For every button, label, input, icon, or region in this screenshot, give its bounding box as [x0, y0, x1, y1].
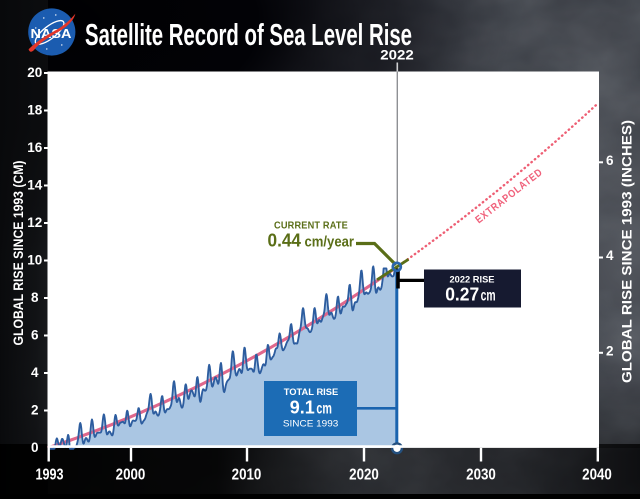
svg-text:2000: 2000 [116, 467, 146, 484]
svg-text:SINCE 1993: SINCE 1993 [283, 418, 339, 429]
svg-text:16: 16 [27, 140, 43, 155]
svg-text:12: 12 [27, 215, 42, 230]
svg-text:TOTAL RISE: TOTAL RISE [284, 387, 339, 398]
svg-text:20: 20 [27, 65, 42, 80]
svg-text:2030: 2030 [466, 467, 496, 484]
svg-text:0.27: 0.27 [445, 285, 479, 305]
svg-text:18: 18 [27, 103, 43, 118]
svg-text:8: 8 [31, 290, 39, 305]
svg-text:CURRENT RATE: CURRENT RATE [274, 220, 348, 232]
svg-text:2: 2 [606, 343, 614, 358]
svg-text:2010: 2010 [232, 467, 262, 484]
svg-text:2: 2 [31, 403, 39, 418]
svg-text:14: 14 [27, 178, 43, 193]
svg-text:cm/year: cm/year [305, 235, 355, 251]
svg-text:2022 RISE: 2022 RISE [450, 275, 495, 286]
svg-text:cm: cm [481, 288, 496, 305]
svg-text:4: 4 [31, 365, 39, 380]
svg-text:GLOBAL RISE SINCE 1993 (CM): GLOBAL RISE SINCE 1993 (CM) [10, 161, 26, 346]
svg-text:10: 10 [27, 253, 42, 268]
svg-text:4: 4 [606, 248, 614, 263]
svg-text:cm: cm [316, 401, 332, 418]
svg-text:6: 6 [606, 153, 614, 168]
svg-text:2020: 2020 [349, 467, 379, 484]
svg-text:9.1: 9.1 [290, 397, 315, 418]
svg-text:GLOBAL RISE SINCE 1993 (INCHES: GLOBAL RISE SINCE 1993 (INCHES) [620, 120, 635, 383]
svg-text:6: 6 [31, 328, 39, 343]
svg-text:1993: 1993 [36, 467, 64, 484]
svg-text:Satellite Record of Sea Level: Satellite Record of Sea Level Rise [85, 18, 412, 52]
svg-text:2040: 2040 [582, 467, 612, 484]
svg-text:0.44: 0.44 [268, 231, 302, 251]
svg-text:0: 0 [31, 440, 39, 455]
svg-text:2022: 2022 [380, 48, 414, 63]
